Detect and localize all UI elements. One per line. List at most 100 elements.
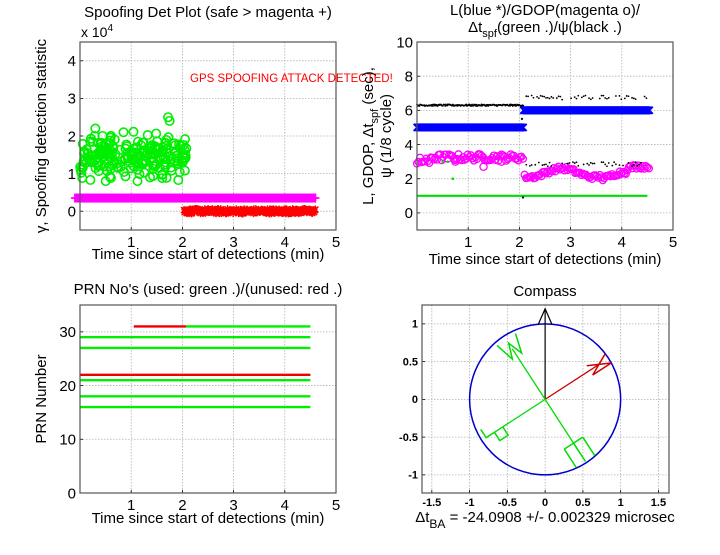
y-tick-label: 4 [405,137,413,154]
psi-point [586,162,589,165]
status-panel: L(blue *)/GDOP(magenta o)/ Δtspf(green .… [360,2,677,268]
psi-point [530,94,533,97]
psi-point [566,162,569,165]
psi-point [548,161,551,164]
psi-point [555,97,558,99]
status-title-line1: L(blue *)/GDOP(magenta o)/ [450,2,641,19]
psi-point [631,96,633,99]
safe-point [112,161,123,172]
psi-point [573,162,576,164]
psi-point [607,162,610,164]
safe-point [120,171,131,182]
psi-point [627,161,630,164]
safe-point [95,147,106,158]
psi-point [534,163,537,166]
psi-point [532,96,535,99]
needle-letter-s [480,426,510,442]
x-tick-label: 1 [127,497,135,514]
safe-point [169,138,180,149]
safe-point [129,147,140,158]
detection-panel: 1 2 3 4 5 0 1 2 3 4 Spoofing Det Plot (safe > mage… [33,4,393,263]
psi-point [550,95,553,98]
safe-point [80,154,91,165]
psi-point [634,161,637,164]
psi-point [638,163,641,166]
needle-letter-e [563,448,577,468]
y-tick-label: 0 [68,485,76,502]
safe-point [165,156,176,167]
needle-letter-n [586,353,612,376]
y-tick-label: 30 [59,324,76,341]
psi-point [636,164,639,167]
GDOP-point [429,155,438,164]
psi-point [604,97,607,99]
x-tick-label: 3 [229,497,237,514]
psi-point [591,162,594,165]
psi-point [623,97,626,100]
psi-point [561,162,564,165]
psi-point [613,161,616,164]
psi-point [570,97,573,100]
safe-point [90,123,101,134]
safe-point [142,130,153,141]
psi-point [584,94,587,97]
psi-point [520,117,524,121]
psi-point [618,95,621,97]
x-tick-label: 4 [618,234,626,251]
x-tick-label: -0.5 [498,497,517,509]
x-tick-label: -1 [465,497,475,509]
y-tick-label: 1 [68,166,76,183]
safe-point [96,137,107,148]
psi-point [588,164,590,166]
needle-letter-e [582,436,596,456]
psi-point [525,95,528,98]
prn-panel: PRN No's (used: green .)/(unused: red .)… [33,281,342,527]
GDOP-point [643,163,652,172]
x-tick-label: 4 [281,497,289,514]
safe-point [93,166,104,177]
psi-point [604,163,607,166]
GDOP-point [451,157,460,166]
compass-panel: -1.5 -1 -0.5 0 0.5 1 1.5 -1 -0.5 0 0.5 1 Compass ΔtBA… [399,283,675,531]
y-tick-label: 1 [412,319,418,331]
psi-point [561,98,564,101]
y-tick-label: 20 [59,378,76,395]
x-tick-label: 5 [332,497,340,514]
series-GDOP [412,150,653,185]
x-tick-label: 4 [281,234,289,251]
GDOP-point [517,152,526,161]
safe-point [105,132,116,143]
x-tick-label: 0 [542,497,548,509]
x-tick-label: 3 [566,234,574,251]
needle-letter-e [572,442,587,462]
psi-point [593,162,596,165]
safe-point [165,151,176,162]
x-tick-label: 5 [332,234,340,251]
safe-point [180,134,191,145]
psi-point [541,164,544,167]
psi-point [546,165,549,168]
psi-point [557,95,560,98]
psi-point [568,162,571,164]
axes-frame [79,41,337,231]
y-tick-label: 2 [68,128,76,145]
y-tick-label: -0.5 [399,432,418,444]
psi-point [530,164,533,166]
psi-point [575,97,578,100]
safe-point [125,157,136,168]
x-tick-label: 5 [669,234,677,251]
safe-point [139,156,150,167]
needle-line [511,348,546,400]
GDOP-point [543,167,552,176]
GDOP-point [497,157,506,166]
y-tick-label: 0 [412,394,418,406]
safe-point [89,130,100,141]
psi-point [627,95,630,98]
psi-point [514,103,517,106]
psi-point [589,161,592,164]
psi-point [606,165,608,168]
compass-title: Compass [513,283,576,300]
axes-frame [416,41,674,231]
psi-point [545,97,547,99]
x-tick-label: 2 [178,234,186,251]
